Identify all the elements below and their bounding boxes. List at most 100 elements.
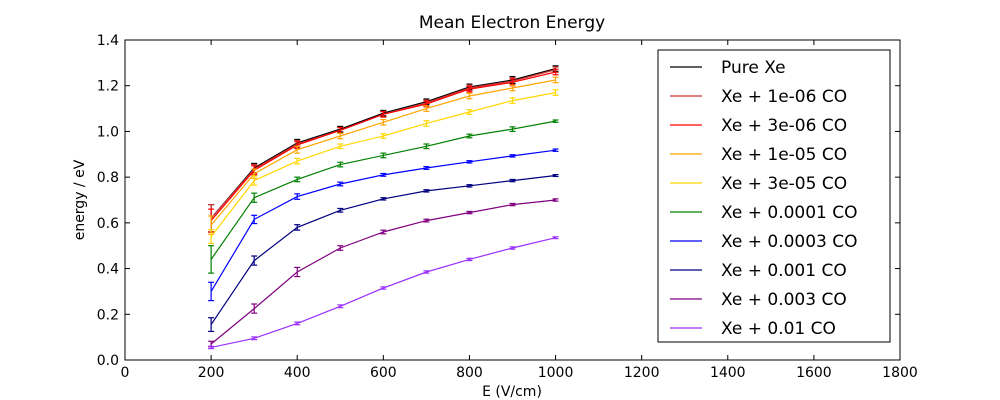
series-2 [208, 68, 559, 233]
y-tick-label: 0.2 [97, 307, 119, 323]
data-point [251, 255, 258, 266]
data-point [294, 321, 301, 326]
x-tick-label: 1800 [882, 365, 918, 381]
legend-entry: Xe + 3e-05 CO [670, 174, 847, 194]
data-point [337, 132, 344, 140]
data-point [423, 189, 430, 193]
legend-label: Xe + 1e-06 CO [721, 87, 847, 107]
series-1 [208, 66, 559, 233]
data-point [423, 166, 430, 170]
data-point [466, 85, 473, 93]
legend-box [657, 49, 891, 343]
data-point [294, 157, 301, 165]
data-point [294, 193, 301, 200]
series-4 [208, 89, 559, 245]
legend-label: Pure Xe [721, 58, 786, 78]
data-point [251, 214, 258, 225]
data-point [380, 110, 387, 118]
y-tick-label: 0.6 [97, 216, 119, 232]
legend-entry: Xe + 0.001 CO [670, 261, 847, 281]
series-9 [208, 236, 559, 350]
data-point [466, 133, 473, 139]
data-point [208, 317, 215, 333]
y-axis-label: energy / eV [72, 159, 88, 240]
data-point [251, 303, 258, 314]
x-tick-label: 1400 [710, 365, 746, 381]
data-point [380, 133, 387, 139]
x-tick-label: 1600 [796, 365, 832, 381]
x-tick-label: 800 [456, 365, 483, 381]
series-line [210, 68, 556, 219]
data-point [509, 126, 516, 133]
data-point [251, 192, 258, 203]
data-point [337, 161, 344, 168]
data-point [466, 160, 473, 164]
legend: Pure Xe Xe + 1e-06 CO Xe + 3e-06 CO Xe + 1e… [657, 49, 891, 343]
y-tick-label: 1.2 [97, 79, 119, 95]
axis-ticks: 0 200 400 600 800 1000 1200 1400 1600 1800 0.0 0.2 0… [97, 33, 918, 381]
data-point [251, 336, 258, 341]
data-point [380, 118, 387, 126]
y-tick-label: 1.0 [97, 124, 119, 140]
data-point [380, 286, 387, 290]
data-point [466, 257, 473, 262]
plot-frame [124, 39, 901, 361]
series-8 [208, 198, 559, 348]
data-point [509, 97, 516, 104]
data-point [552, 76, 559, 84]
legend-entry: Xe + 0.01 CO [670, 319, 836, 339]
data-point [552, 148, 559, 152]
data-point [294, 176, 301, 183]
legend-label: Xe + 0.003 CO [721, 290, 847, 310]
legend-label: Xe + 0.0001 CO [721, 203, 858, 223]
data-point [423, 120, 430, 127]
series-layer [208, 65, 559, 350]
y-tick-label: 0.0 [97, 353, 119, 369]
series-line [210, 69, 556, 219]
x-tick-label: 200 [198, 365, 225, 381]
series-7 [208, 174, 559, 333]
legend-label: Xe + 3e-05 CO [721, 174, 847, 194]
legend-label: Xe + 0.001 CO [721, 261, 847, 281]
data-point [251, 175, 258, 186]
data-point [509, 178, 516, 183]
legend-entry: Xe + 0.0003 CO [670, 232, 858, 252]
data-point [380, 172, 387, 177]
data-point [423, 143, 430, 150]
data-point [423, 218, 430, 223]
data-point [337, 181, 344, 187]
legend-label: Xe + 1e-05 CO [721, 145, 847, 165]
x-axis-label: E (V/cm) [482, 384, 542, 400]
series-6 [208, 148, 559, 302]
legend-label: Xe + 0.01 CO [721, 319, 836, 339]
x-tick-label: 400 [284, 365, 311, 381]
data-point [208, 245, 215, 274]
legend-label: Xe + 0.0003 CO [721, 232, 858, 252]
data-point [337, 245, 344, 251]
data-point [337, 304, 344, 309]
chart-title: Mean Electron Energy [419, 13, 605, 33]
data-point [294, 145, 301, 154]
data-point [294, 266, 301, 278]
legend-entry: Xe + 1e-05 CO [670, 145, 847, 165]
x-tick-label: 600 [370, 365, 397, 381]
series-line [210, 120, 556, 260]
legend-entry: Xe + 0.003 CO [670, 290, 847, 310]
data-point [552, 198, 559, 202]
series-5 [208, 119, 559, 274]
data-point [294, 224, 301, 231]
data-point [208, 229, 215, 245]
legend-entry: Xe + 1e-06 CO [670, 87, 847, 107]
data-point [337, 143, 344, 150]
data-point [423, 270, 430, 274]
data-point [380, 152, 387, 159]
series-line [210, 149, 556, 292]
series-0 [208, 65, 559, 233]
data-point [380, 229, 387, 235]
data-point [509, 84, 516, 92]
x-tick-label: 1200 [624, 365, 660, 381]
y-tick-label: 0.8 [97, 170, 119, 186]
data-point [509, 154, 516, 158]
data-point [337, 207, 344, 213]
